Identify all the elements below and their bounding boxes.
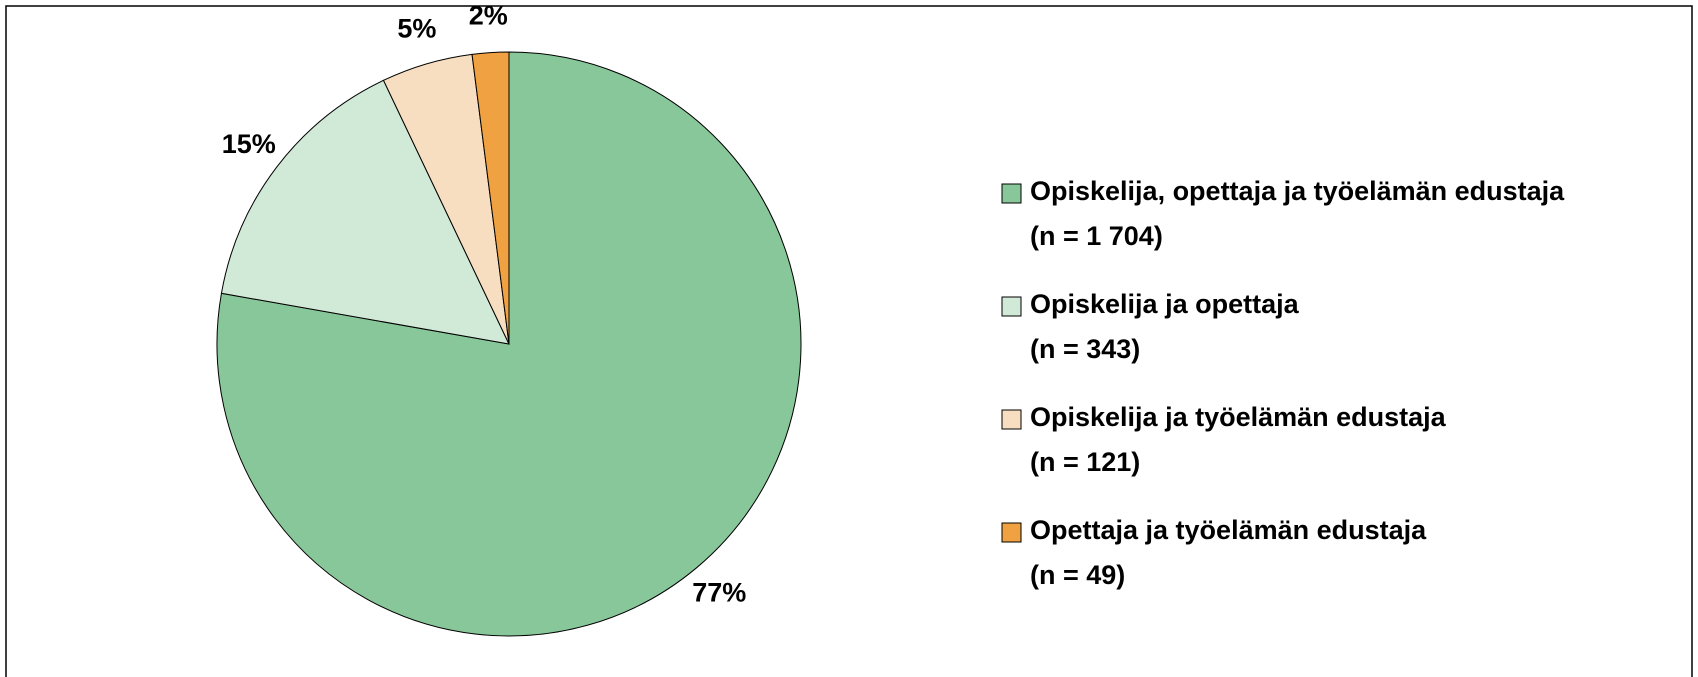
legend-note: (n = 343) bbox=[1030, 334, 1140, 364]
data-label: 15% bbox=[222, 129, 276, 159]
legend-swatch bbox=[1001, 183, 1022, 204]
data-label: 2% bbox=[469, 1, 508, 31]
legend-swatch bbox=[1001, 296, 1022, 317]
legend-swatch bbox=[1001, 409, 1022, 430]
legend-note: (n = 121) bbox=[1030, 447, 1140, 477]
legend-swatch bbox=[1001, 522, 1022, 543]
legend-label: Opiskelija, opettaja ja työelämän edusta… bbox=[1030, 176, 1565, 206]
pie-slice bbox=[471, 51, 510, 345]
legend-note: (n = 1 704) bbox=[1030, 221, 1163, 251]
legend-label: Opiskelija ja työelämän edustaja bbox=[1030, 402, 1447, 432]
legend-note: (n = 49) bbox=[1030, 560, 1125, 590]
legend-label: Opiskelija ja opettaja bbox=[1030, 289, 1300, 319]
data-label: 77% bbox=[692, 578, 746, 608]
data-label: 5% bbox=[397, 13, 436, 43]
legend-label: Opettaja ja työelämän edustaja bbox=[1030, 515, 1427, 545]
pie-slice bbox=[220, 79, 510, 345]
